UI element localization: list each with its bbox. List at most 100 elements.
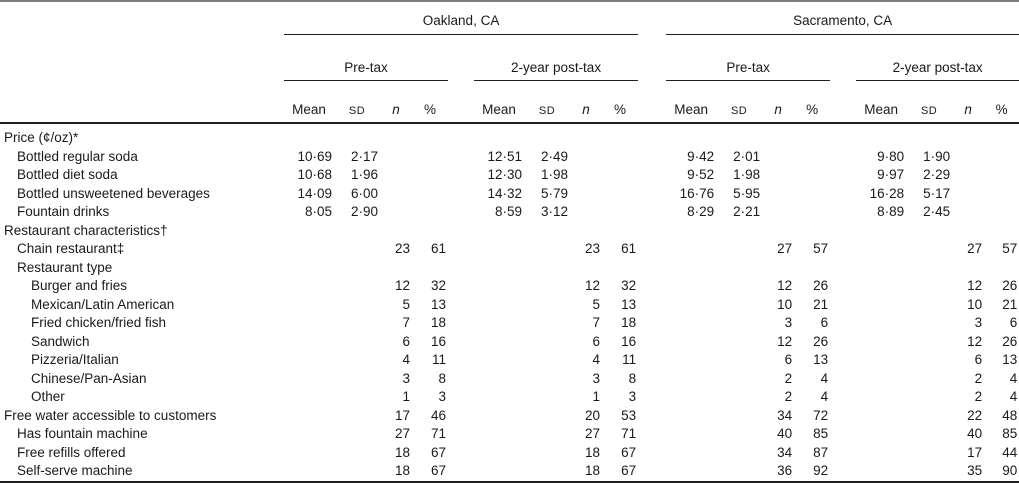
data-cell: [474, 259, 524, 278]
column-gap: [638, 148, 666, 167]
data-cell: 2·29: [923, 167, 951, 182]
data-cell: [284, 296, 334, 315]
data-cell: [856, 351, 906, 370]
row-label: Has fountain machine: [17, 426, 148, 441]
data-cell: 67: [430, 444, 446, 460]
data-cell: 40: [967, 426, 983, 441]
period-header-sacramento-posttax: 2-year post-tax: [856, 34, 1019, 81]
data-cell: [602, 185, 638, 204]
column-gap: [830, 388, 856, 407]
data-cell: [984, 166, 1019, 185]
data-cell: [334, 296, 380, 315]
table-body: Price (¢/oz)* Bottled regular soda 10·69 2·…: [0, 123, 1019, 482]
data-cell: 67: [621, 463, 637, 478]
stat-header-mean: Mean: [284, 80, 334, 124]
data-cell: [666, 259, 716, 278]
data-cell: [716, 351, 762, 370]
column-gap: [448, 388, 474, 407]
column-gap: [638, 444, 666, 463]
data-cell: [716, 296, 762, 315]
table-row: Fountain drinks 8·05 2·90 8·59 3·12 8·29 2·21 8…: [0, 203, 1019, 222]
period-gap: [638, 35, 666, 81]
data-cell: [856, 259, 906, 278]
stat-gap: [830, 80, 857, 124]
column-gap: [830, 425, 856, 444]
data-cell: 12: [777, 278, 793, 293]
data-cell: 26: [1002, 333, 1018, 349]
data-cell: [284, 462, 334, 482]
data-cell: [524, 370, 570, 389]
data-cell: [794, 185, 830, 204]
data-cell: 5: [592, 296, 600, 312]
column-gap: [830, 314, 856, 333]
data-cell: [794, 166, 830, 185]
column-gap: [638, 388, 666, 407]
data-cell: 44: [1002, 444, 1018, 460]
data-cell: [602, 259, 638, 278]
data-cell: 3: [438, 389, 446, 404]
column-gap: [448, 407, 474, 426]
data-cell: [412, 259, 448, 278]
column-gap: [638, 462, 666, 482]
data-cell: 1: [592, 389, 600, 404]
column-gap: [448, 351, 474, 370]
data-cell: 8·05: [304, 204, 332, 219]
column-gap: [830, 462, 856, 482]
data-cell: [570, 259, 602, 278]
data-cell: 2·21: [733, 204, 761, 219]
data-cell: [284, 425, 334, 444]
data-cell: 4: [820, 389, 829, 404]
period-gap: [830, 35, 856, 81]
data-cell: 17: [394, 407, 410, 423]
column-gap: [638, 296, 666, 315]
data-cell: [284, 277, 334, 296]
data-cell: 3·12: [540, 204, 568, 219]
data-cell: [952, 203, 984, 222]
column-gap: [638, 166, 666, 185]
data-cell: 90: [1002, 463, 1018, 478]
data-cell: 6: [592, 333, 600, 349]
data-cell: [856, 370, 906, 389]
data-cell: [570, 222, 602, 241]
period-header-oakland-posttax: 2-year post-tax: [474, 34, 639, 81]
data-cell: [906, 123, 952, 148]
city-gap: [638, 1, 666, 35]
stat-gap: [638, 80, 667, 124]
row-label: Free refills offered: [17, 444, 126, 460]
data-cell: 10·69: [297, 148, 332, 164]
data-cell: [762, 259, 794, 278]
data-cell: [856, 240, 906, 259]
data-cell: [666, 462, 716, 482]
data-cell: 5·17: [923, 185, 951, 201]
column-gap: [830, 277, 856, 296]
data-cell: [716, 407, 762, 426]
row-label: Chinese/Pan-Asian: [31, 370, 147, 386]
data-cell: 2: [974, 370, 983, 386]
data-cell: 8·59: [494, 204, 522, 219]
stat-header-n: n: [952, 80, 985, 124]
data-cell: 61: [621, 241, 637, 256]
data-cell: [666, 222, 716, 241]
data-cell: [334, 240, 380, 259]
data-cell: 4: [1009, 370, 1018, 386]
data-cell: [474, 462, 524, 482]
data-cell: 85: [813, 426, 829, 441]
data-cell: 1·98: [540, 167, 568, 182]
data-cell: [334, 277, 380, 296]
column-gap: [830, 407, 856, 426]
data-cell: [984, 259, 1019, 278]
data-cell: [284, 314, 334, 333]
stat-header-pct: %: [412, 80, 448, 124]
data-cell: [524, 351, 570, 370]
data-cell: [524, 444, 570, 463]
data-cell: [570, 166, 602, 185]
data-cell: 18: [621, 315, 637, 330]
data-cell: [762, 148, 794, 167]
data-cell: [474, 333, 524, 352]
table-row: Fried chicken/fried fish 7 18 7 18 3 6 3 6: [0, 314, 1019, 333]
data-cell: [412, 123, 448, 148]
data-cell: 1·90: [923, 148, 951, 164]
data-cell: 2: [784, 370, 793, 386]
stat-header-mean: Mean: [474, 80, 524, 124]
